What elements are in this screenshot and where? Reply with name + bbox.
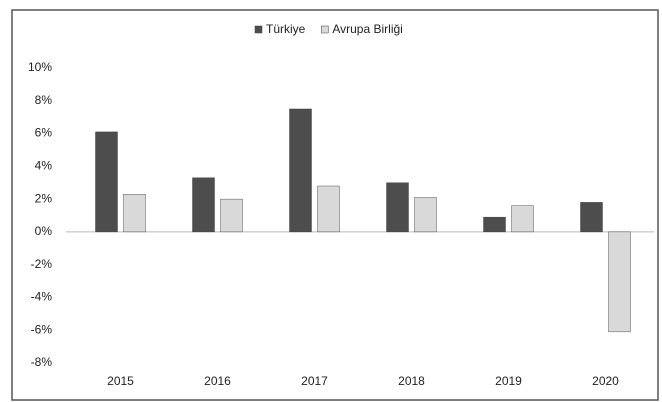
y-tick-label: -2% bbox=[31, 257, 53, 271]
x-tick-label: 2017 bbox=[301, 374, 328, 388]
y-tick-label: 2% bbox=[35, 191, 53, 205]
y-tick-label: 6% bbox=[35, 126, 53, 140]
legend-label: Türkiye bbox=[266, 22, 306, 36]
x-tick-label: 2015 bbox=[107, 374, 134, 388]
bar bbox=[580, 202, 603, 233]
y-tick-label: -6% bbox=[31, 322, 53, 336]
y-tick-label: 8% bbox=[35, 93, 53, 107]
x-tick-label: 2019 bbox=[495, 374, 522, 388]
bar bbox=[192, 177, 215, 233]
bar bbox=[386, 182, 409, 233]
bar bbox=[220, 198, 243, 233]
bar bbox=[317, 185, 340, 233]
bar bbox=[608, 231, 631, 333]
y-tick-label: 10% bbox=[28, 60, 52, 74]
bar bbox=[414, 197, 437, 233]
y-tick-label: 0% bbox=[35, 224, 53, 238]
y-tick-label: 4% bbox=[35, 159, 53, 173]
y-tick-label: -8% bbox=[31, 355, 53, 369]
legend-swatch bbox=[254, 25, 263, 34]
x-tick-label: 2020 bbox=[592, 374, 619, 388]
bar bbox=[95, 131, 118, 233]
y-tick-label: -4% bbox=[31, 290, 53, 304]
legend-label: Avrupa Birliği bbox=[332, 22, 402, 36]
bar bbox=[483, 216, 506, 233]
bar bbox=[123, 193, 146, 233]
x-tick-label: 2016 bbox=[204, 374, 231, 388]
bar bbox=[511, 205, 534, 233]
bar bbox=[289, 108, 312, 233]
x-tick-label: 2018 bbox=[398, 374, 425, 388]
legend-swatch bbox=[321, 25, 329, 34]
